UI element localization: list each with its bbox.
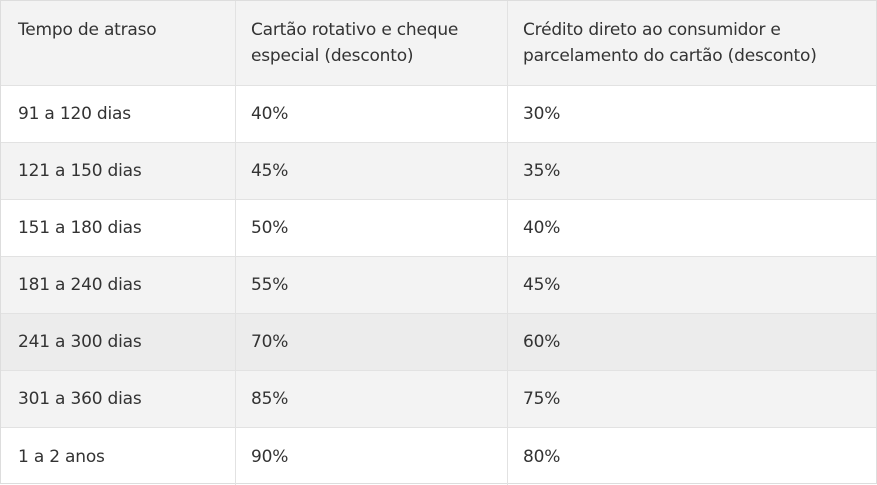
delay-period-cell: 121 a 150 dias xyxy=(1,143,236,199)
header-revolving-credit-discount: Cartão rotativo e cheque especial (desco… xyxy=(236,1,508,85)
table-row: 121 a 150 dias 45% 35% xyxy=(1,143,876,200)
table-row: 241 a 300 dias 70% 60% xyxy=(1,314,876,371)
revolving-discount-cell: 70% xyxy=(236,314,508,370)
revolving-discount-cell: 45% xyxy=(236,143,508,199)
table-row: 1 a 2 anos 90% 80% xyxy=(1,428,876,485)
direct-credit-discount-cell: 30% xyxy=(523,104,561,124)
direct-credit-discount-cell: 60% xyxy=(523,332,561,352)
header-delay-time: Tempo de atraso xyxy=(1,1,236,85)
delay-period-cell: 1 a 2 anos xyxy=(1,428,236,485)
delay-period-cell: 301 a 360 dias xyxy=(1,371,236,427)
delay-period-cell: 181 a 240 dias xyxy=(1,257,236,313)
revolving-discount-cell: 50% xyxy=(236,200,508,256)
revolving-discount-cell: 40% xyxy=(236,86,508,142)
direct-credit-discount-cell: 75% xyxy=(523,389,561,409)
direct-credit-discount-cell: 40% xyxy=(523,218,561,238)
table-row: 151 a 180 dias 50% 40% xyxy=(1,200,876,257)
direct-credit-discount-cell: 80% xyxy=(523,446,561,467)
table-row: 91 a 120 dias 40% 30% xyxy=(1,86,876,143)
revolving-discount-cell: 55% xyxy=(236,257,508,313)
table-row: 301 a 360 dias 85% 75% xyxy=(1,371,876,428)
delay-period-cell: 151 a 180 dias xyxy=(1,200,236,256)
revolving-discount-cell: 85% xyxy=(236,371,508,427)
table-header-row: Tempo de atraso Cartão rotativo e cheque… xyxy=(1,1,876,86)
delay-period-cell: 241 a 300 dias xyxy=(1,314,236,370)
header-direct-credit-discount: Crédito direto ao consumidor e parcelame… xyxy=(523,20,817,66)
direct-credit-discount-cell: 45% xyxy=(523,275,561,295)
table-row: 181 a 240 dias 55% 45% xyxy=(1,257,876,314)
revolving-discount-cell: 90% xyxy=(236,428,508,485)
direct-credit-discount-cell: 35% xyxy=(523,161,561,181)
delay-period-cell: 91 a 120 dias xyxy=(1,86,236,142)
